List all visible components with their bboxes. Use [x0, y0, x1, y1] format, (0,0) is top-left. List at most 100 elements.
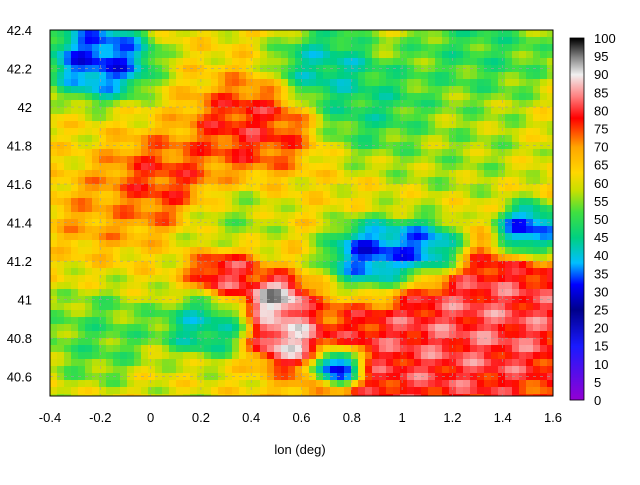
- heatmap-cell: [64, 114, 72, 122]
- heatmap-cell: [337, 128, 345, 136]
- heatmap-cell: [421, 394, 429, 396]
- heatmap-cell: [407, 149, 415, 157]
- heatmap-cell: [463, 247, 471, 255]
- heatmap-cell: [183, 184, 191, 192]
- heatmap-cell: [449, 387, 457, 395]
- heatmap-cell: [127, 366, 135, 374]
- heatmap-cell: [372, 268, 380, 276]
- heatmap-cell: [190, 296, 198, 304]
- colorbar-swatch: [570, 47, 584, 49]
- heatmap-cell: [106, 58, 114, 66]
- heatmap-cell: [148, 205, 156, 213]
- heatmap-cell: [365, 394, 373, 396]
- heatmap-cell: [519, 387, 527, 395]
- heatmap-cell: [477, 296, 485, 304]
- heatmap-cell: [337, 296, 345, 304]
- heatmap-cell: [50, 191, 58, 199]
- heatmap-cell: [309, 128, 317, 136]
- heatmap-cell: [155, 121, 163, 129]
- heatmap-cell: [337, 163, 345, 171]
- heatmap-cell: [92, 324, 100, 332]
- heatmap-cell: [57, 163, 65, 171]
- colorbar-swatch: [570, 164, 584, 166]
- heatmap-cell: [169, 100, 177, 108]
- heatmap-cell: [281, 198, 289, 206]
- heatmap-cell: [197, 128, 205, 136]
- heatmap-cell: [379, 296, 387, 304]
- heatmap-cell: [106, 100, 114, 108]
- heatmap-cell: [148, 86, 156, 94]
- heatmap-cell: [386, 380, 394, 388]
- heatmap-cell: [533, 345, 541, 353]
- heatmap-cell: [337, 331, 345, 339]
- heatmap-cell: [176, 51, 184, 59]
- heatmap-cell: [365, 30, 373, 38]
- heatmap-cell: [393, 261, 401, 269]
- heatmap-cell: [50, 289, 58, 297]
- heatmap-cell: [50, 268, 58, 276]
- heatmap-cell: [470, 352, 478, 360]
- heatmap-cell: [190, 198, 198, 206]
- heatmap-cell: [113, 44, 121, 52]
- heatmap-cell: [274, 394, 282, 396]
- heatmap-cell: [225, 331, 233, 339]
- heatmap-cell: [526, 254, 534, 262]
- heatmap-cell: [498, 30, 506, 38]
- heatmap-cell: [512, 324, 520, 332]
- heatmap-cell: [512, 184, 520, 192]
- heatmap-cell: [470, 128, 478, 136]
- heatmap-cell: [379, 254, 387, 262]
- heatmap-cell: [295, 282, 303, 290]
- colorbar-swatch: [570, 314, 584, 316]
- heatmap-cell: [141, 191, 149, 199]
- heatmap-cell: [176, 394, 184, 396]
- colorbar-swatch: [570, 398, 584, 400]
- heatmap-cell: [498, 184, 506, 192]
- heatmap-cell: [358, 240, 366, 248]
- heatmap-cell: [197, 226, 205, 234]
- heatmap-cell: [449, 261, 457, 269]
- heatmap-cell: [351, 366, 359, 374]
- heatmap-cell: [533, 324, 541, 332]
- heatmap-cell: [547, 303, 553, 311]
- heatmap-cell: [533, 184, 541, 192]
- heatmap-cell: [477, 58, 485, 66]
- colorbar-swatch: [570, 375, 584, 377]
- heatmap-cell: [169, 135, 177, 143]
- heatmap-cell: [218, 331, 226, 339]
- heatmap-cell: [218, 275, 226, 283]
- heatmap-cell: [477, 359, 485, 367]
- heatmap-cell: [505, 51, 513, 59]
- heatmap-cell: [463, 366, 471, 374]
- heatmap-cell: [330, 205, 338, 213]
- heatmap-cell: [281, 359, 289, 367]
- heatmap-cell: [71, 170, 79, 178]
- heatmap-cell: [148, 44, 156, 52]
- heatmap-cell: [99, 352, 107, 360]
- heatmap-cell: [64, 373, 72, 381]
- heatmap-cell: [183, 338, 191, 346]
- heatmap-cell: [246, 184, 254, 192]
- heatmap-cell: [533, 198, 541, 206]
- heatmap-cell: [232, 373, 240, 381]
- heatmap-cell: [274, 296, 282, 304]
- heatmap-cell: [505, 275, 513, 283]
- heatmap-cell: [365, 310, 373, 318]
- heatmap-cell: [519, 296, 527, 304]
- heatmap-cell: [148, 135, 156, 143]
- heatmap-cell: [386, 352, 394, 360]
- heatmap-cell: [407, 37, 415, 45]
- heatmap-cell: [288, 394, 296, 396]
- heatmap-cell: [456, 317, 464, 325]
- heatmap-cell: [330, 345, 338, 353]
- heatmap-cell: [281, 30, 289, 38]
- heatmap-cell: [407, 345, 415, 353]
- heatmap-cell: [64, 79, 72, 87]
- heatmap-cell: [533, 289, 541, 297]
- heatmap-cell: [274, 93, 282, 101]
- heatmap-cell: [127, 331, 135, 339]
- heatmap-cell: [491, 30, 499, 38]
- heatmap-cell: [120, 247, 128, 255]
- heatmap-cell: [211, 37, 219, 45]
- heatmap-cell: [414, 324, 422, 332]
